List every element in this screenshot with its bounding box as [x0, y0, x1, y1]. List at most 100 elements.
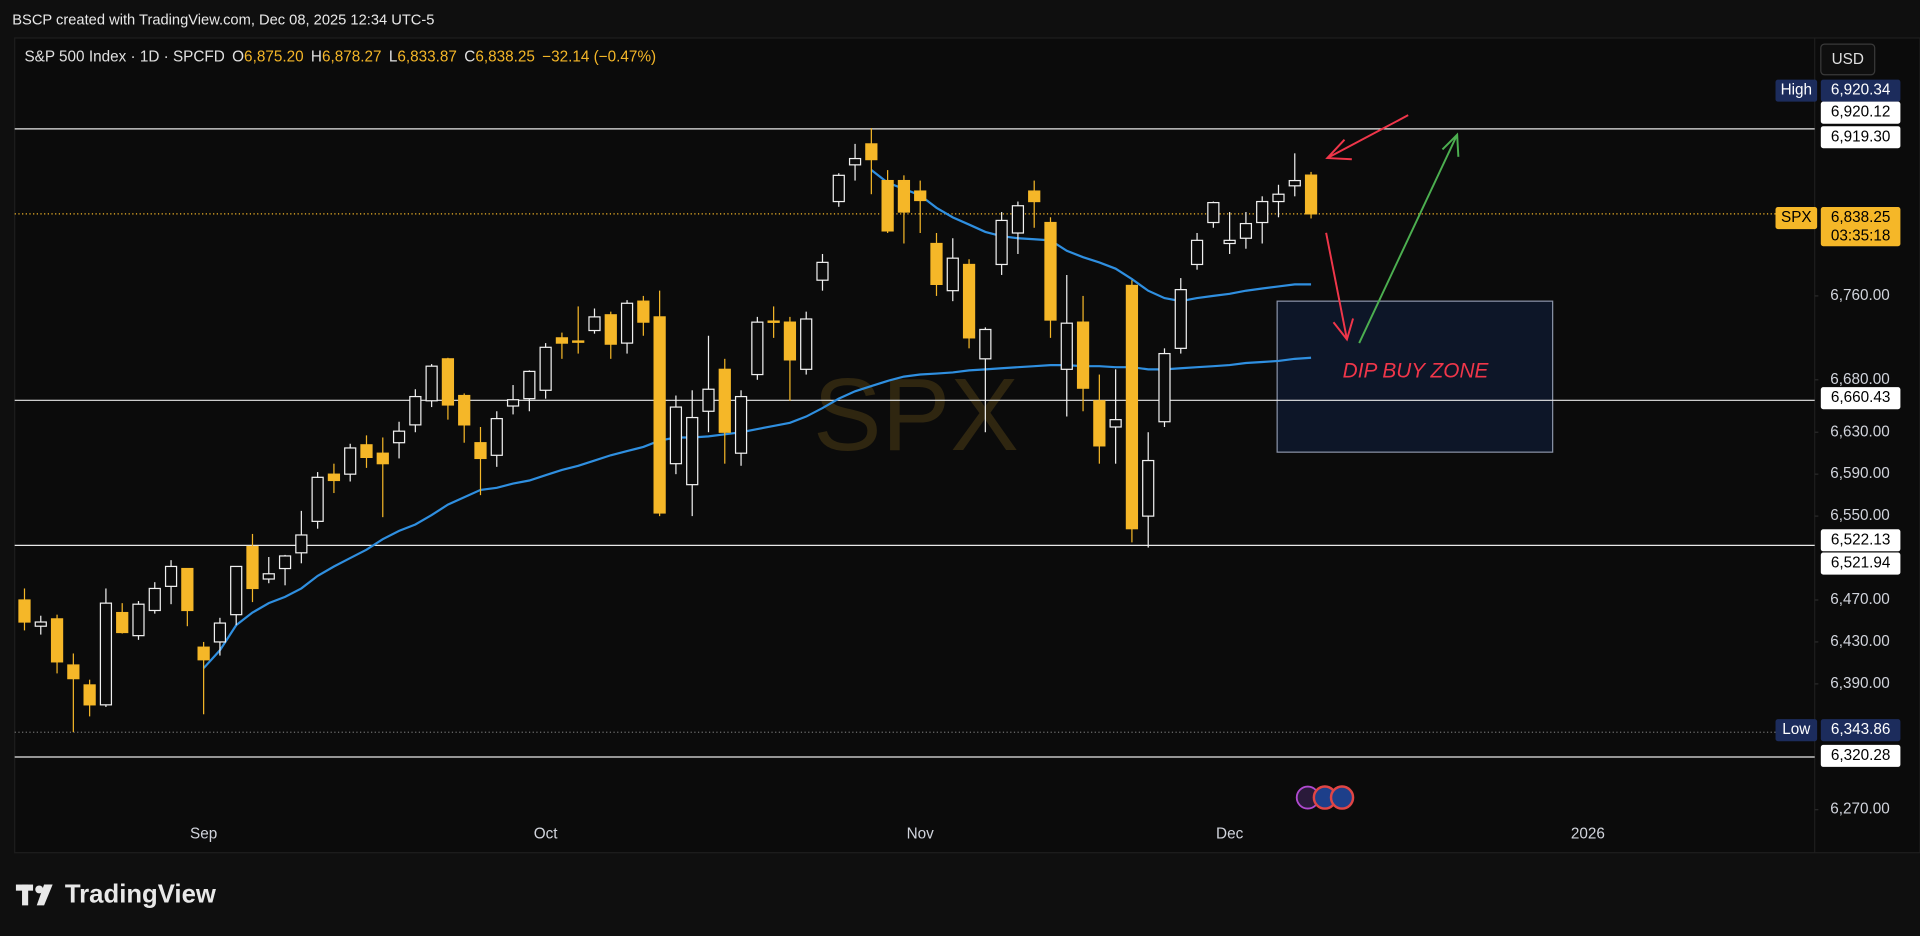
candle-body: [1142, 459, 1155, 517]
candle-body: [767, 320, 780, 323]
price-label-box: [1820, 207, 1901, 247]
candle-body: [588, 316, 601, 332]
candle-body: [800, 318, 813, 370]
candle-body: [718, 368, 731, 433]
plot-area: [14, 37, 1920, 854]
candle-body: [344, 447, 357, 475]
zone-label: DIP BUY ZONE: [1343, 359, 1490, 382]
event-icons: [1295, 785, 1355, 810]
candle-body: [1272, 193, 1285, 203]
y-tick-label: 6,550.00: [1830, 507, 1890, 524]
candle-body: [539, 346, 552, 391]
candle-body: [637, 300, 650, 323]
main-layer: S&P 500 Index · 1D · SPCFD O6,875.20 H6,87…: [18, 49, 1901, 842]
x-tick-label: Sep: [190, 825, 217, 842]
candle-body: [1304, 174, 1318, 215]
ohlc-key: H: [311, 49, 322, 66]
countdown: 03:35:18: [1831, 227, 1891, 244]
candle-body: [327, 473, 341, 482]
y-tick-label: 6,680.00: [1830, 371, 1890, 388]
candle-body: [669, 406, 683, 465]
price-label-box: [1820, 101, 1901, 124]
candle-body: [751, 321, 764, 376]
candle-body: [979, 328, 992, 360]
price-tag-box: [1775, 79, 1818, 102]
candle-body: [930, 242, 943, 285]
candle-body: [1174, 289, 1187, 349]
candle-body: [1256, 200, 1269, 224]
top-bar-text: BSCP created with TradingView.com, Dec 0…: [12, 13, 434, 29]
x-tick-label: 2026: [1571, 825, 1605, 842]
candle-body: [164, 565, 178, 587]
candle-body: [686, 416, 699, 486]
y-tick-label: 6,270.00: [1830, 801, 1890, 818]
price-label: 6,521.94: [1831, 555, 1891, 572]
symbol: S&P 500 Index · 1D · SPCFD: [24, 49, 224, 66]
candle-body: [572, 340, 585, 343]
candle-body: [262, 573, 275, 580]
candle-body: [1207, 201, 1220, 224]
y-tick-label: 6,430.00: [1830, 633, 1890, 650]
price-label-box: [1820, 719, 1901, 742]
candle-body: [604, 314, 617, 345]
x-tick-label: Oct: [534, 825, 559, 842]
candle-body: [620, 302, 634, 344]
candle-body: [946, 257, 959, 292]
moving-average: [870, 169, 1312, 303]
price-label: 6,919.30: [1831, 128, 1891, 145]
price-tag: SPX: [1781, 209, 1812, 226]
candle-body: [1190, 239, 1204, 266]
candle-body: [474, 442, 487, 460]
candle-body: [914, 190, 927, 202]
ohlc-value: 6,838.25: [475, 49, 535, 66]
price-label: 6,920.12: [1831, 104, 1891, 121]
price-label-box: [1820, 126, 1901, 149]
candle-body: [246, 545, 259, 590]
y-tick-label: 6,590.00: [1830, 465, 1890, 482]
candle-body: [425, 365, 438, 402]
candle-body: [360, 444, 373, 459]
candle-body: [441, 358, 455, 406]
candle-body: [995, 219, 1008, 266]
price-label: 6,660.43: [1831, 389, 1891, 406]
y-tick-label: 6,630.00: [1830, 423, 1890, 440]
price-label: 6,838.25: [1831, 209, 1891, 226]
green-arrow-up: [1358, 132, 1460, 344]
candle-body: [181, 567, 194, 612]
y-tick-label: 6,470.00: [1830, 591, 1890, 608]
price-label: 6,320.28: [1831, 747, 1891, 764]
change: −32.14 (−0.47%): [542, 49, 656, 66]
candle-body: [702, 388, 715, 412]
price-label-box: [1820, 387, 1901, 410]
candle-body: [1223, 239, 1236, 245]
ohlc-value: 6,875.20: [244, 49, 304, 66]
currency-label[interactable]: USD: [1832, 51, 1864, 68]
candle-body: [83, 684, 96, 706]
price-label: 6,343.86: [1831, 721, 1891, 738]
candle-body: [230, 565, 243, 616]
currency-button[interactable]: [1820, 43, 1876, 76]
price-label-box: [1820, 552, 1901, 575]
candle-body: [67, 664, 80, 680]
candle-body: [409, 395, 422, 426]
y-tick-label: 6,390.00: [1830, 675, 1890, 692]
ohlc-key: O: [232, 49, 244, 66]
x-tick-label: Dec: [1216, 825, 1244, 842]
candle-body: [506, 399, 520, 407]
price-label-box: [1820, 529, 1901, 552]
candle-body: [1028, 190, 1041, 203]
price-label-box: [1820, 79, 1901, 102]
chart-header: S&P 500 Index · 1D · SPCFD O6,875.20 H6,87…: [24, 49, 656, 66]
candle-body: [555, 337, 569, 344]
candle-body: [962, 263, 976, 339]
candle-body: [1060, 322, 1073, 370]
candle-body: [278, 555, 292, 570]
ohlc-value: 6,833.87: [397, 49, 457, 66]
candle-body: [816, 261, 829, 281]
candle-body: [458, 394, 471, 426]
background-layer: SPX DIP BUY ZONE: [14, 128, 1815, 758]
price-label: 6,920.34: [1831, 82, 1891, 99]
price-label: 6,522.13: [1831, 531, 1891, 548]
